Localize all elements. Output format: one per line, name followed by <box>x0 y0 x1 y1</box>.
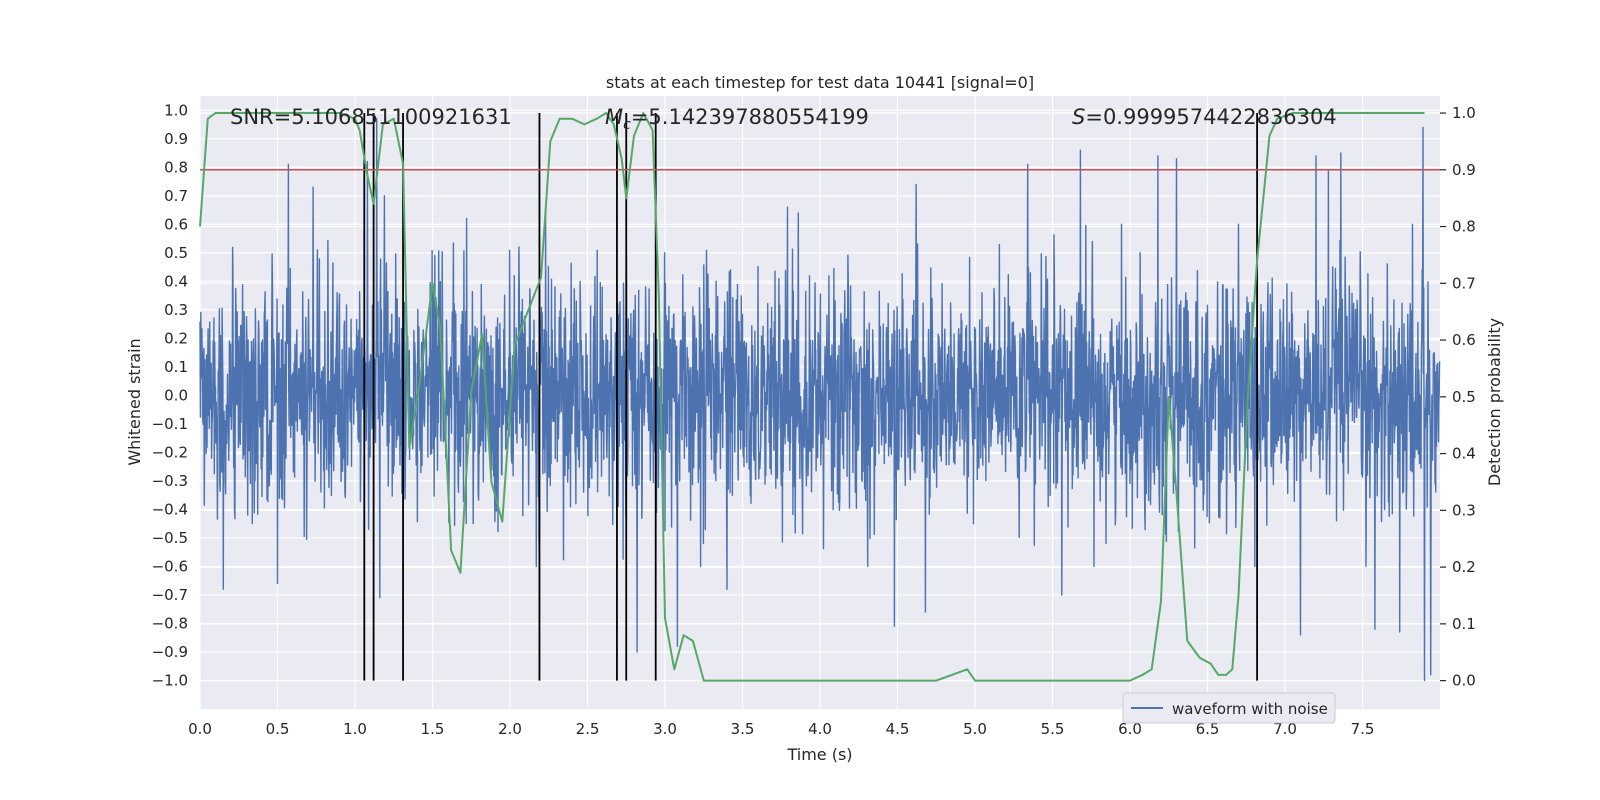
legend-label: waveform with noise <box>1172 700 1328 718</box>
y-tick-label: 0.3 <box>164 301 188 319</box>
axes: 0.0 0.5 1.0 1.5 2.0 2.5 3.0 3.5 4.0 4.5 5.0 5.5 6.0 6… <box>152 101 1476 738</box>
y-tick-label: 0.0 <box>164 386 188 404</box>
y2-tick-label: 0.8 <box>1452 218 1476 236</box>
y-tick-label: 0.4 <box>164 272 188 290</box>
x-tick-label: 1.0 <box>343 720 367 738</box>
y-tick-label: −0.8 <box>152 614 188 632</box>
chirp-mass-subscript: c <box>623 117 631 133</box>
s-value: =0.9999574422836304 <box>1085 105 1336 129</box>
x-tick-label: 7.5 <box>1351 720 1375 738</box>
x-axis-label: Time (s) <box>786 745 852 764</box>
y-tick-label: 0.7 <box>164 187 188 205</box>
y2-tick-label: 0.9 <box>1452 161 1476 179</box>
y-tick-label: 0.6 <box>164 215 188 233</box>
x-tick-label: 5.5 <box>1041 720 1065 738</box>
legend: waveform with noise <box>1122 692 1336 724</box>
y2-tick-label: 0.1 <box>1452 615 1476 633</box>
chirp-mass-value: =5.142397880554199 <box>631 105 869 129</box>
chirp-mass-symbol: M <box>605 105 623 129</box>
x-tick-label: 4.5 <box>886 720 910 738</box>
y-tick-label: −1.0 <box>152 671 188 689</box>
x-tick-label: 0.5 <box>266 720 290 738</box>
x-tick-label: 3.5 <box>731 720 755 738</box>
y2-axis-label: Detection probability <box>1485 318 1504 486</box>
x-tick-label: 2.0 <box>498 720 522 738</box>
x-tick-label: 2.5 <box>576 720 600 738</box>
snr-annotation: SNR=5.106851100921631 <box>230 105 512 129</box>
probability-series <box>199 112 1425 682</box>
chirp-mass-annotation: Mc=5.142397880554199 <box>605 105 869 133</box>
y-axis-label: Whitened strain <box>125 338 144 465</box>
y-tick-label: −0.6 <box>152 557 188 575</box>
x-tick-label: 3.0 <box>653 720 677 738</box>
x-tick-label: 6.5 <box>1196 720 1220 738</box>
s-symbol: S <box>1072 105 1085 129</box>
y-tick-label: 1.0 <box>164 101 188 119</box>
y2-tick-label: 0.3 <box>1452 501 1476 519</box>
y-tick-label: 0.8 <box>164 158 188 176</box>
chart-title: stats at each timestep for test data 104… <box>606 73 1034 92</box>
y-tick-label: −0.1 <box>152 415 188 433</box>
probability-line <box>199 112 1425 682</box>
y-tick-label: −0.7 <box>152 586 188 604</box>
y-tick-label: −0.5 <box>152 529 188 547</box>
y2-tick-label: 0.0 <box>1452 672 1476 690</box>
y2-tick-label: 0.7 <box>1452 274 1476 292</box>
legend-box <box>1122 692 1336 724</box>
y-tick-label: 0.2 <box>164 329 188 347</box>
y-tick-label: −0.3 <box>152 472 188 490</box>
y-tick-label: −0.2 <box>152 443 188 461</box>
x-tick-label: 5.0 <box>963 720 987 738</box>
y-tick-label: 0.9 <box>164 130 188 148</box>
x-tick-label: 6.0 <box>1118 720 1142 738</box>
s-annotation: S=0.9999574422836304 <box>1072 105 1337 129</box>
x-tick-label: 0.0 <box>188 720 212 738</box>
x-tick-label: 1.5 <box>421 720 445 738</box>
y2-tick-label: 0.2 <box>1452 558 1476 576</box>
y2-tick-label: 0.5 <box>1452 388 1476 406</box>
y-tick-label: −0.4 <box>152 500 188 518</box>
y-tick-label: 0.5 <box>164 244 188 262</box>
y2-tick-label: 0.4 <box>1452 445 1476 463</box>
y2-tick-label: 1.0 <box>1452 104 1476 122</box>
y-tick-label: −0.9 <box>152 643 188 661</box>
x-tick-label: 4.0 <box>808 720 832 738</box>
x-tick-label: 7.0 <box>1273 720 1297 738</box>
y2-tick-label: 0.6 <box>1452 331 1476 349</box>
y-tick-label: 0.1 <box>164 358 188 376</box>
